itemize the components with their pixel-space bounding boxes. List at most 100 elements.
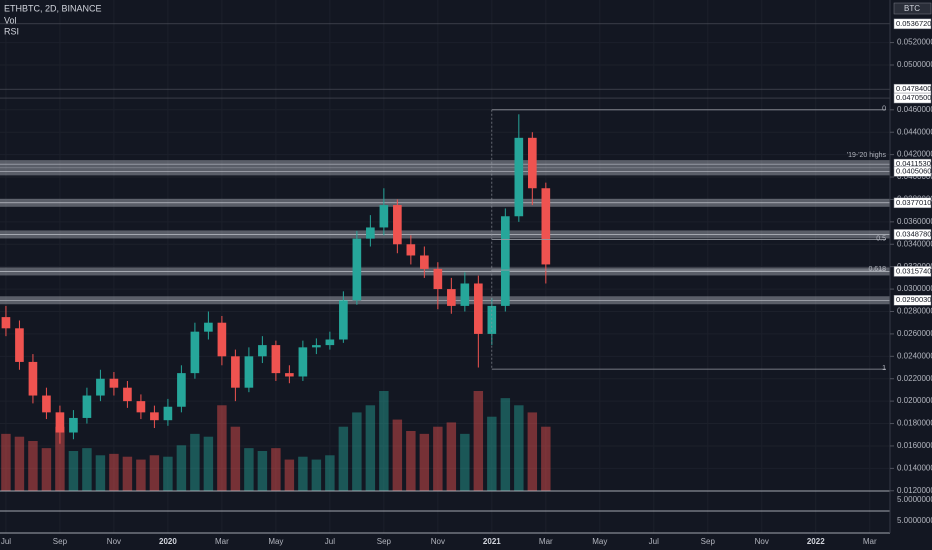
candle-body [447, 289, 456, 306]
currency-box [893, 2, 932, 15]
candle-body [109, 378, 119, 388]
x-tick-label: Jul [649, 537, 659, 546]
price-label: 0.04705000 [896, 93, 932, 102]
volume-bar [203, 436, 214, 491]
price-label: 0.05367200 [896, 19, 932, 28]
x-tick-label: Nov [431, 537, 445, 546]
y-tick-label: 0.03400000 [897, 239, 932, 248]
volume-bar [217, 405, 227, 491]
candle-body [352, 238, 362, 301]
candle-body [55, 412, 65, 433]
candle-body [96, 378, 105, 396]
volume-bar [284, 459, 295, 491]
x-tick-label: May [268, 537, 283, 546]
x-tick-label: Nov [755, 537, 769, 546]
x-tick-label: 2021 [483, 537, 501, 546]
x-tick-label: Sep [701, 537, 716, 546]
grid [0, 0, 890, 533]
candle-body [366, 227, 375, 239]
candle-body [244, 356, 254, 388]
candle-body [298, 347, 308, 377]
zone-price-label-box [893, 166, 932, 177]
volume-bar [419, 433, 430, 491]
volume-bar [365, 405, 376, 491]
y-tick-label: 0.02600000 [897, 329, 932, 338]
candle-body [379, 205, 389, 228]
zone-price-label: 0.03770100 [896, 198, 932, 207]
x-tick-label: 2022 [807, 537, 825, 546]
candle-body [393, 205, 402, 245]
y-tick-label: 0.01800000 [897, 419, 932, 428]
y-tick-label: 0.04200000 [897, 150, 932, 159]
zone-price-label-box [893, 295, 932, 306]
candle-body [474, 283, 483, 334]
volume-pane [1, 391, 551, 491]
price-axis: 0.01200000 0.01400000 0.01600000 0.01800000… [890, 2, 932, 495]
zone-note: '19-'20 highs [847, 152, 887, 159]
fib-label: 1 [882, 365, 886, 372]
rsi-axis-label: 5.00000000 [897, 516, 932, 525]
candle-body [528, 137, 537, 189]
candle-body [339, 300, 348, 340]
zone-price-label-box [893, 229, 932, 240]
x-tick-label: Mar [215, 537, 229, 546]
volume-bar [446, 422, 457, 491]
x-tick-label: 2020 [159, 537, 177, 546]
volume-bar [82, 448, 92, 491]
volume-bar [230, 426, 241, 491]
candle-body [285, 373, 294, 377]
volume-bar [190, 433, 200, 491]
y-tick-label: 0.01600000 [897, 441, 932, 450]
candle-body [123, 387, 132, 402]
volume-bar [257, 451, 268, 491]
volume-bar [163, 456, 173, 491]
y-tick-label: 0.02000000 [897, 396, 932, 405]
candle-body [271, 345, 281, 374]
y-tick-label: 0.05200000 [897, 38, 932, 47]
volume-bar [473, 391, 484, 491]
y-tick-label: 0.03000000 [897, 284, 932, 293]
price-label-box [893, 92, 932, 104]
volume-bar [55, 426, 65, 491]
volume-bar [392, 419, 403, 491]
rsi-axis-label: 5.0000000 [897, 495, 932, 504]
x-tick-label: Sep [377, 537, 392, 546]
currency-label: BTC [904, 4, 920, 13]
fib-label: 0.618 [868, 266, 886, 273]
volume-bar [514, 405, 524, 491]
candle-body [231, 356, 240, 388]
candle-body [325, 339, 335, 346]
candle-body [487, 305, 497, 334]
candle-body [406, 244, 416, 256]
candles [1, 114, 551, 444]
price-label-box [893, 18, 932, 30]
fib-label: 0.5 [876, 235, 886, 242]
volume-bar [527, 412, 538, 491]
volume-bar [149, 455, 160, 491]
x-tick-label: Jul [325, 537, 335, 546]
indicator-label: RSI [4, 26, 19, 36]
candle-body [42, 395, 51, 413]
y-tick-label: 0.02800000 [897, 307, 932, 316]
volume-bar [298, 456, 308, 491]
fib-label: 0 [882, 106, 886, 113]
volume-bar [122, 456, 133, 491]
x-tick-label: May [592, 537, 607, 546]
y-tick-label: 0.04000000 [897, 172, 932, 181]
candle-body [82, 395, 92, 418]
volume-bar [406, 431, 416, 491]
candle-body [460, 283, 470, 306]
volume-bar [14, 436, 25, 491]
y-tick-label: 0.02200000 [897, 374, 932, 383]
volume-bar [176, 445, 187, 491]
y-tick-label: 0.02400000 [897, 351, 932, 360]
zone-price-label: 0.02900300 [896, 295, 932, 304]
zone-price-label: 0.03157400 [896, 266, 932, 275]
volume-bar [500, 398, 511, 491]
candle-body [433, 268, 443, 290]
volume-bar [460, 433, 470, 491]
zone-price-label-box [893, 266, 932, 277]
volume-bar [95, 455, 106, 491]
candle-body [177, 373, 186, 407]
zones [0, 160, 890, 305]
